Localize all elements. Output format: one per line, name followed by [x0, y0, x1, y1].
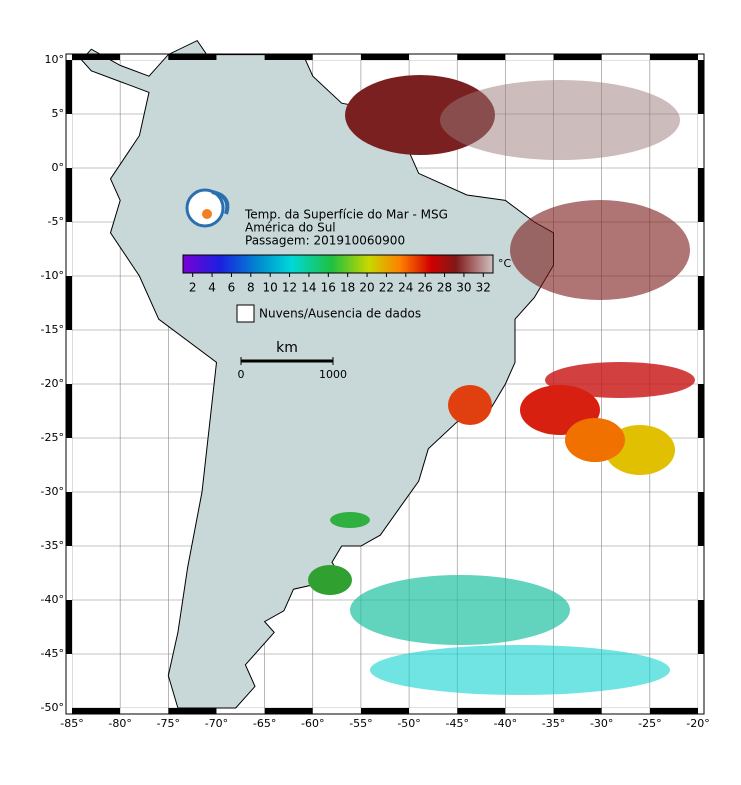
colorbar-tick-label: 24: [398, 281, 413, 295]
title-line: Passagem: 201910060900: [245, 234, 405, 248]
scale-label: 0: [238, 368, 245, 381]
colorbar-tick-label: 14: [301, 281, 316, 295]
legend-swatch: [236, 304, 255, 323]
x-tick-label: -60°: [301, 717, 324, 730]
y-tick-label: -30°: [41, 485, 64, 498]
colorbar-tick-label: 18: [340, 281, 355, 295]
x-tick-label: -50°: [397, 717, 420, 730]
title-block: Temp. da Superfície do Mar - MSGAmérica …: [244, 208, 448, 248]
y-tick-label: -10°: [41, 269, 64, 282]
colorbar-tick-label: 12: [282, 281, 297, 295]
x-tick-label: -65°: [253, 717, 276, 730]
frame-border: [65, 53, 705, 715]
sst-patch: [440, 80, 680, 160]
colorbar-tick-label: 30: [456, 281, 471, 295]
colorbar-tick-label: 26: [418, 281, 433, 295]
x-tick-label: -40°: [494, 717, 517, 730]
y-tick-label: -20°: [41, 377, 64, 390]
x-tick-label: -45°: [445, 717, 468, 730]
x-tick-label: -35°: [542, 717, 565, 730]
colorbar-tick-label: 20: [359, 281, 374, 295]
x-tick-label: -75°: [157, 717, 180, 730]
frame: [65, 53, 705, 715]
title-line: Temp. da Superfície do Mar - MSG: [244, 208, 448, 222]
y-tick-label: -5°: [48, 215, 64, 228]
sst-patch: [510, 200, 690, 300]
x-tick-label: -70°: [205, 717, 228, 730]
y-tick-label: -35°: [41, 539, 64, 552]
colorbar-tick-label: 6: [228, 281, 236, 295]
colorbar-tick-label: 22: [379, 281, 394, 295]
y-tick-label: 0°: [52, 161, 65, 174]
x-tick-label: -85°: [60, 717, 83, 730]
title-line: América do Sul: [245, 221, 336, 235]
colorbar-tick-label: 32: [476, 281, 491, 295]
sst-patch: [565, 418, 625, 462]
colorbar-tick-label: 16: [321, 281, 336, 295]
y-tick-label: -15°: [41, 323, 64, 336]
sst-patch: [308, 565, 352, 595]
x-tick-label: -80°: [108, 717, 131, 730]
x-tick-label: -20°: [686, 717, 709, 730]
sst-patch: [545, 362, 695, 398]
sst-patch: [330, 512, 370, 528]
sst-patch: [448, 385, 492, 425]
colorbar-unit: °C: [498, 257, 512, 270]
colorbar-tick-label: 2: [189, 281, 197, 295]
colorbar-tick-label: 10: [263, 281, 278, 295]
colorbar-tick-label: 8: [247, 281, 255, 295]
logo: [185, 188, 230, 228]
y-tick-label: -40°: [41, 593, 64, 606]
y-tick-label: -50°: [41, 701, 64, 714]
colorbar: [182, 254, 494, 274]
y-tick-label: -45°: [41, 647, 64, 660]
colorbar-tick-label: 28: [437, 281, 452, 295]
colorbar-tick-label: 4: [208, 281, 216, 295]
y-tick-label: 10°: [45, 53, 65, 66]
sst-patch: [350, 575, 570, 645]
x-tick-label: -30°: [590, 717, 613, 730]
colorbar-axis: 2 4 6 8 10 12 14 16 18 20 22 24 26 28 30 32°C: [189, 257, 512, 295]
y-tick-label: 5°: [52, 107, 65, 120]
sst-field: [308, 75, 695, 695]
scale-bar: 0 1000 km: [238, 340, 348, 381]
x-tick-label: -25°: [638, 717, 661, 730]
scale-label: 1000: [319, 368, 347, 381]
legend-label: Nuvens/Ausencia de dados: [259, 307, 421, 321]
sst-patch: [370, 645, 670, 695]
y-tick-label: -25°: [41, 431, 64, 444]
x-tick-label: -55°: [349, 717, 372, 730]
scale-unit: km: [276, 340, 298, 356]
